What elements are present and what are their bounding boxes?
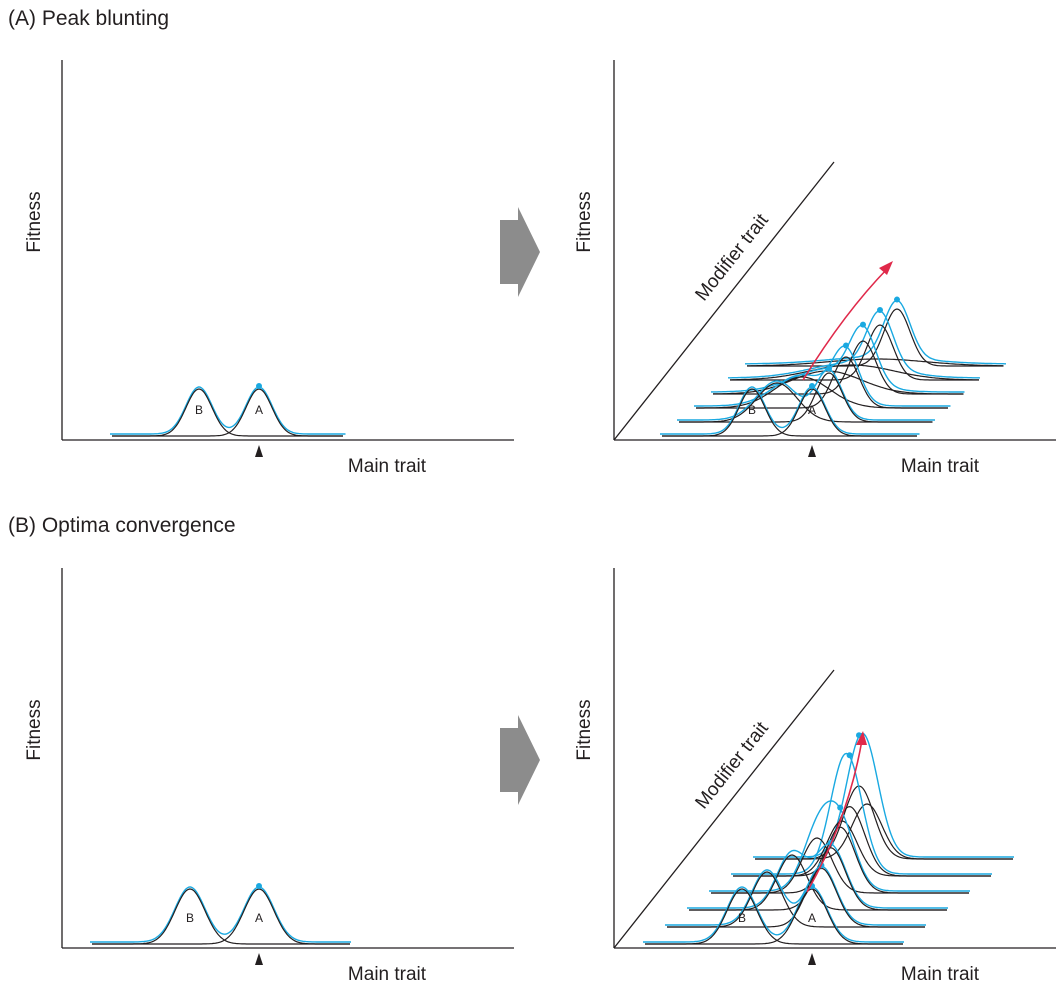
y-axis-label: Fitness: [574, 191, 595, 252]
y-axis-label: Fitness: [24, 699, 45, 760]
landscape-layer: [687, 839, 948, 911]
peak-a-curve: [679, 372, 933, 423]
arrow-shaft: [802, 267, 889, 381]
landscape-layer: [753, 732, 1014, 860]
triangle-marker-icon: [255, 445, 263, 457]
optimum-marker: [837, 804, 844, 811]
x-axis-label: Main trait: [348, 964, 427, 983]
peak-a-curve: [689, 847, 947, 911]
arrow-shaft: [806, 739, 863, 893]
total-fitness-curve: [677, 368, 935, 421]
y-axis-label: Fitness: [24, 191, 45, 252]
modifier-axis: [613, 669, 835, 949]
peak-a-curve: [755, 785, 1013, 860]
total-fitness-curve: [90, 886, 351, 943]
optimum-marker: [860, 321, 866, 328]
peak-b-label: B: [195, 403, 203, 417]
optimum-marker: [894, 296, 900, 303]
right-arrow-icon: [500, 715, 540, 805]
peak-a-curve: [645, 888, 903, 945]
peak-b-curve: [689, 854, 947, 911]
peak-a-label: A: [255, 911, 263, 925]
panel-b-title: (B) Optima convergence: [8, 514, 236, 537]
peak-a-curve: [662, 388, 917, 437]
arrow-head: [856, 731, 867, 745]
arrow-head: [879, 261, 893, 275]
optimum-marker: [809, 382, 815, 389]
peak-b-curve: [92, 888, 350, 945]
total-fitness-curve: [731, 752, 992, 875]
evolution-arrow: [806, 731, 867, 893]
landscape-layer: [728, 307, 981, 381]
peak-a-label: A: [255, 403, 263, 417]
right-arrow-icon: [500, 207, 540, 297]
peak-a-label: A: [808, 911, 816, 925]
peak-b-label: B: [738, 911, 746, 925]
panel-a-title: (A) Peak blunting: [8, 7, 170, 30]
evolution-arrow: [802, 261, 893, 381]
triangle-marker-icon: [255, 953, 263, 965]
triangle-marker-icon: [808, 953, 816, 965]
total-fitness-curve: [660, 386, 920, 435]
optimum-marker: [826, 365, 832, 372]
optimum-marker: [256, 882, 262, 889]
x-axis-label: Main trait: [901, 964, 980, 983]
total-fitness-curve: [728, 310, 981, 379]
optimum-marker: [846, 752, 853, 759]
modifier-axis: [613, 161, 835, 441]
optimum-marker: [843, 342, 849, 349]
triangle-marker-icon: [808, 445, 816, 457]
landscape-layer: [677, 365, 935, 423]
optimum-marker: [877, 307, 883, 314]
peak-a-curve: [747, 308, 1004, 367]
optimum-marker: [256, 382, 262, 389]
peak-b-curve: [645, 888, 903, 945]
peak-a-curve: [112, 388, 343, 437]
peak-b-curve: [679, 382, 933, 423]
peak-a-curve: [713, 340, 964, 395]
total-fitness-curve: [687, 842, 948, 909]
peak-a-curve: [733, 805, 991, 877]
landscape-layer: [745, 296, 1006, 367]
peak-b-curve: [112, 388, 343, 437]
peak-b-curve: [730, 364, 980, 381]
total-fitness-curve: [745, 299, 1006, 365]
peak-b-curve: [662, 388, 917, 437]
y-axis-label: Fitness: [574, 699, 595, 760]
peak-a-curve: [92, 888, 350, 945]
peak-b-label: B: [748, 403, 756, 417]
peak-b-label: B: [186, 911, 194, 925]
total-fitness-curve: [665, 865, 926, 926]
peak-b-curve: [667, 871, 925, 928]
total-fitness-curve: [110, 386, 346, 435]
peak-a-curve: [730, 324, 979, 381]
x-axis-label: Main trait: [901, 456, 980, 477]
peak-a-curve: [711, 826, 969, 894]
total-fitness-curve: [694, 345, 951, 407]
x-axis-label: Main trait: [348, 456, 427, 477]
peak-a-label: A: [808, 403, 816, 417]
peak-b-curve: [711, 837, 969, 894]
total-fitness-curve: [643, 886, 904, 943]
